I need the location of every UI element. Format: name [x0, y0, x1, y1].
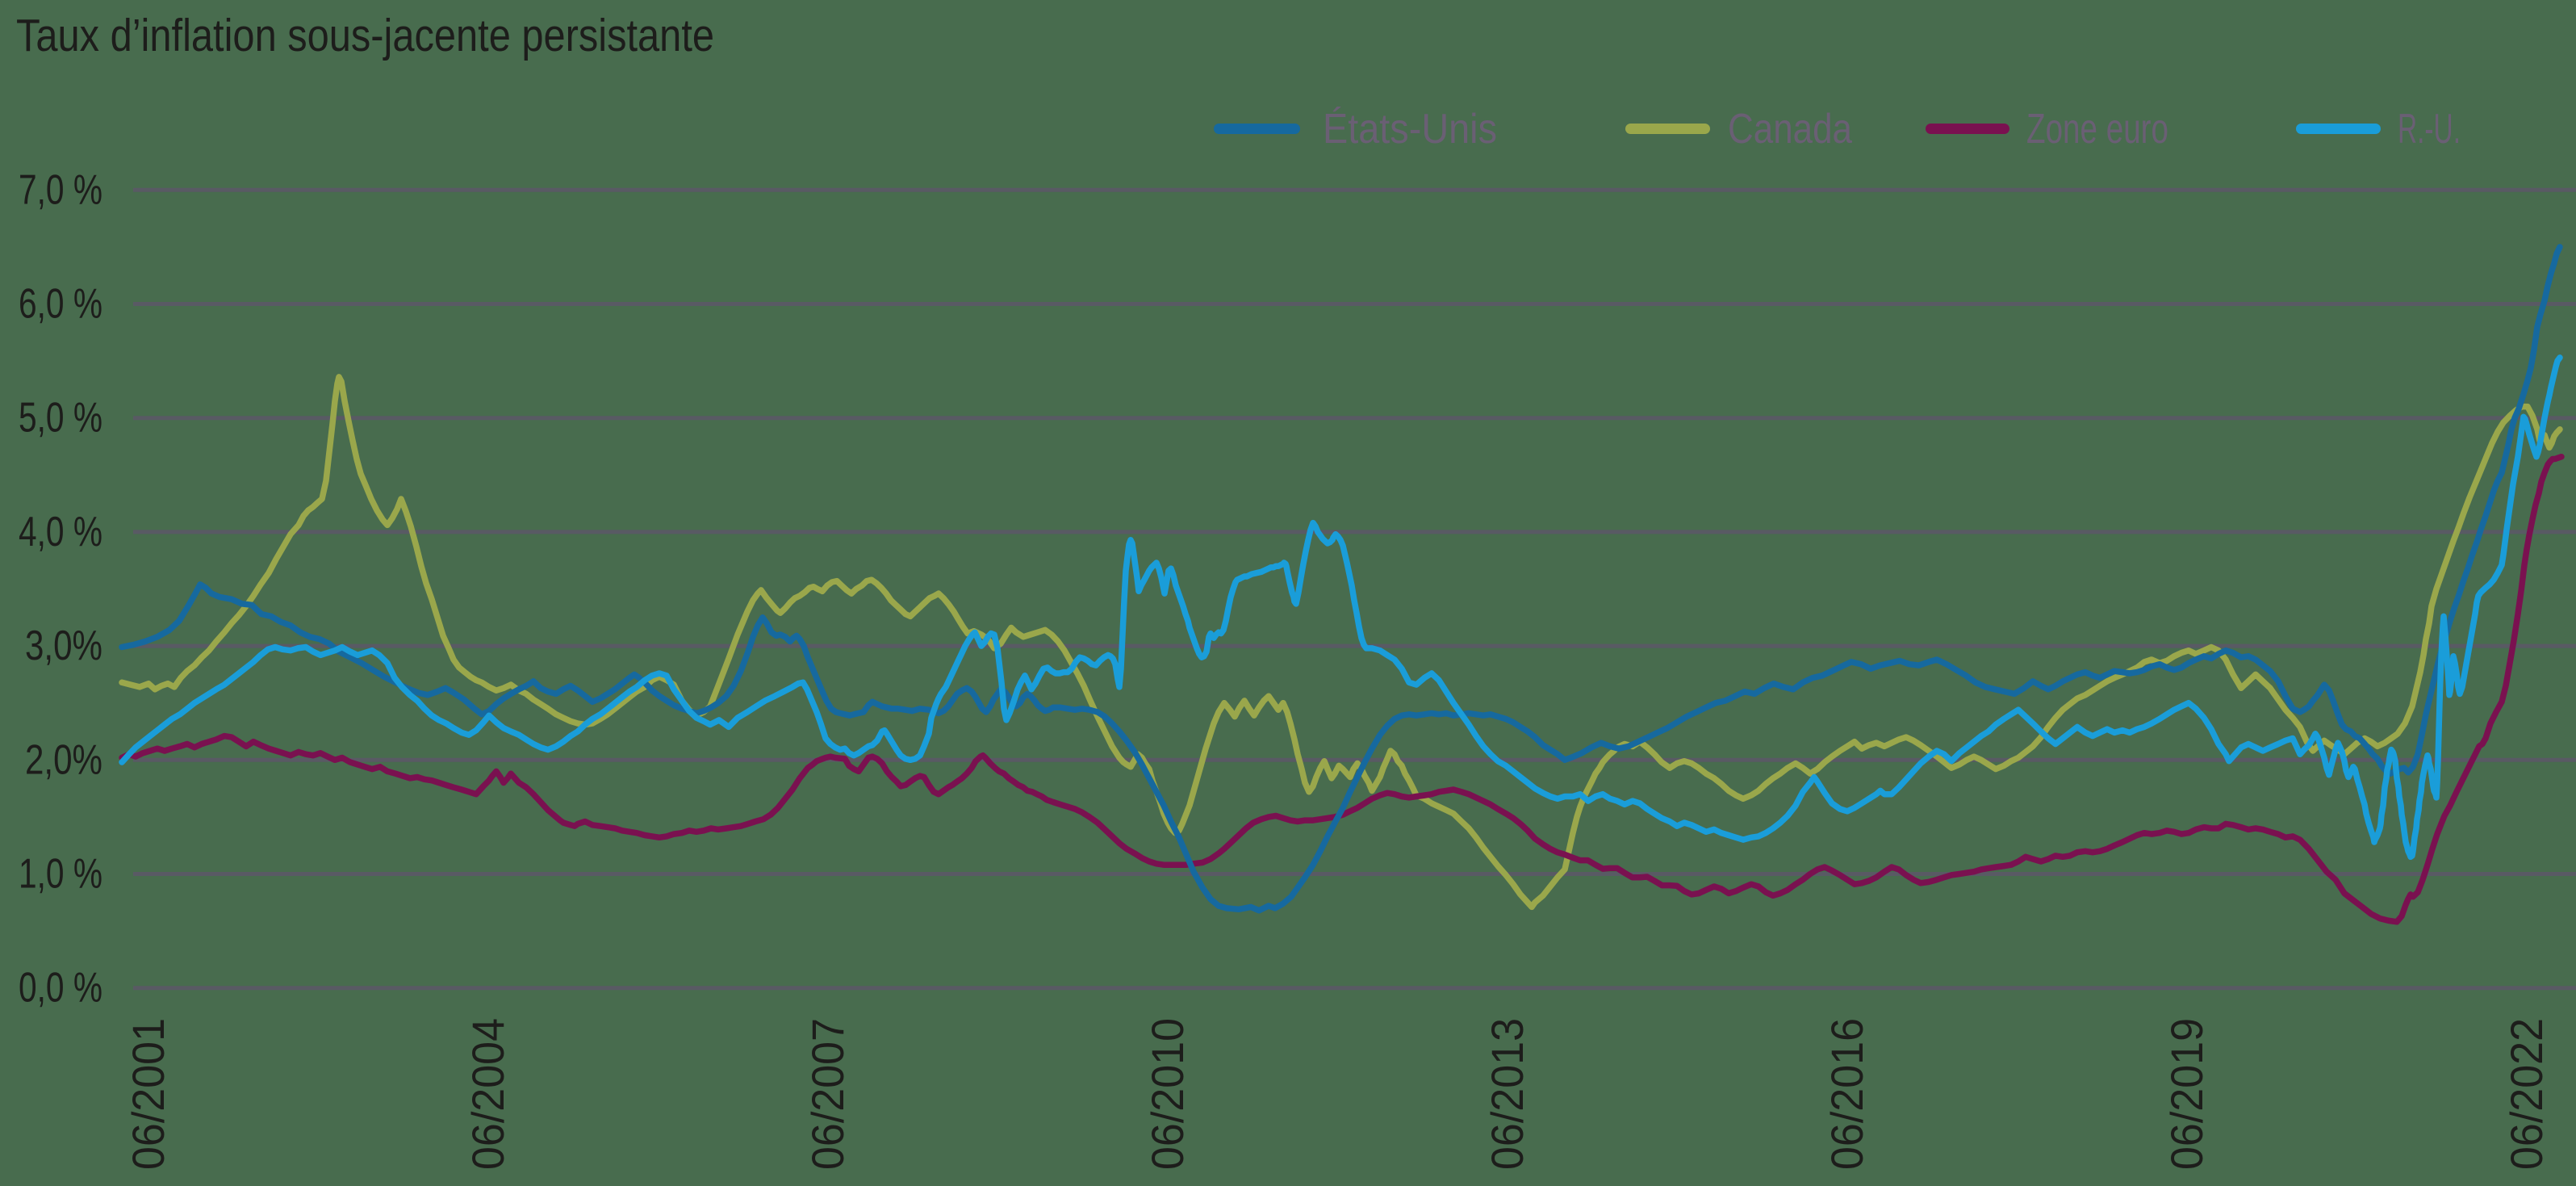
- svg-text:06/2001: 06/2001: [123, 1018, 174, 1170]
- svg-text:1,0 %: 1,0 %: [19, 851, 102, 898]
- svg-text:06/2019: 06/2019: [2161, 1018, 2212, 1170]
- svg-text:06/2007: 06/2007: [802, 1018, 853, 1170]
- svg-text:3,0%: 3,0%: [25, 622, 102, 669]
- svg-text:06/2016: 06/2016: [1821, 1018, 1872, 1170]
- svg-text:4,0 %: 4,0 %: [19, 509, 102, 555]
- svg-text:R.-U.: R.-U.: [2398, 106, 2461, 153]
- svg-text:7,0 %: 7,0 %: [19, 166, 102, 213]
- svg-text:Canada: Canada: [1728, 106, 1852, 153]
- svg-text:06/2022: 06/2022: [2501, 1018, 2552, 1170]
- svg-text:États-Unis: États-Unis: [1323, 106, 1497, 153]
- svg-text:5,0 %: 5,0 %: [19, 395, 102, 442]
- svg-text:06/2010: 06/2010: [1142, 1018, 1193, 1170]
- svg-text:0,0 %: 0,0 %: [19, 965, 102, 1012]
- svg-text:06/2004: 06/2004: [462, 1018, 513, 1170]
- svg-text:6,0 %: 6,0 %: [19, 281, 102, 328]
- svg-text:Zone euro: Zone euro: [2026, 106, 2168, 153]
- svg-text:06/2013: 06/2013: [1482, 1018, 1533, 1170]
- svg-text:2,0%: 2,0%: [25, 736, 102, 783]
- svg-text:Taux d’inflation sous-jacente: Taux d’inflation sous-jacente persistant…: [16, 10, 714, 61]
